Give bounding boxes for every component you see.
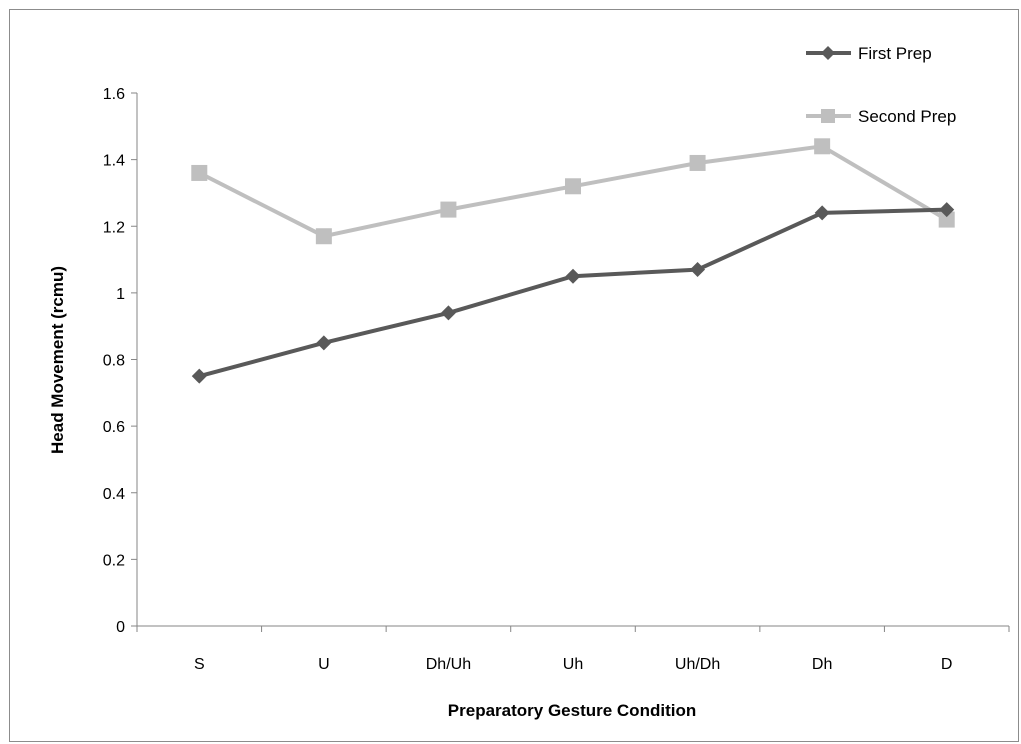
data-point-diamond — [316, 335, 332, 351]
x-tick-label: Uh/Dh — [675, 656, 720, 673]
legend-marker-diamond — [821, 46, 835, 60]
data-point-square — [315, 228, 332, 245]
legend-label: First Prep — [858, 44, 932, 63]
series-first-prep — [191, 202, 955, 384]
y-tick-label: 0.6 — [103, 419, 125, 436]
y-tick-label: 0.8 — [103, 353, 125, 370]
data-point-diamond — [690, 262, 706, 278]
x-tick-label: U — [318, 656, 330, 673]
y-tick-label: 0.4 — [103, 486, 125, 503]
x-tick-label: Uh — [563, 656, 583, 673]
data-point-diamond — [939, 202, 955, 218]
series-line — [198, 207, 947, 379]
series-second-prep — [191, 138, 955, 245]
data-point-square — [440, 201, 457, 218]
legend-label: Second Prep — [858, 107, 956, 126]
data-point-square — [814, 138, 831, 155]
legend-item: First Prep — [806, 44, 932, 63]
y-tick-label: 1.6 — [103, 86, 125, 103]
data-point-square — [689, 154, 706, 171]
y-tick-label: 0.2 — [103, 552, 125, 569]
chart-frame — [9, 9, 1019, 742]
data-point-square — [938, 211, 955, 228]
y-tick-label: 1 — [116, 286, 125, 303]
data-point-square — [191, 164, 208, 181]
data-point-diamond — [565, 268, 581, 284]
y-axis-title: Head Movement (rcmu) — [48, 266, 67, 454]
x-tick-label: D — [941, 656, 953, 673]
legend-marker-square — [821, 109, 835, 123]
data-point-diamond — [814, 205, 830, 221]
x-tick-label: S — [194, 656, 205, 673]
x-tick-label: Dh/Uh — [426, 656, 471, 673]
series-layer — [191, 138, 955, 384]
x-tick-label: Dh — [812, 656, 832, 673]
data-point-diamond — [191, 368, 207, 384]
y-tick-label: 0 — [116, 619, 125, 636]
y-tick-label: 1.2 — [103, 219, 125, 236]
legend: First Prep Second Prep — [806, 44, 956, 126]
data-point-diamond — [440, 305, 456, 321]
x-axis-title: Preparatory Gesture Condition — [448, 701, 696, 720]
axes: 0 0.2 0.4 0.6 0.8 1 1.2 1.4 1.6 S U Dh/Uh Uh Uh/Dh Dh D — [103, 86, 1010, 673]
legend-item: Second Prep — [806, 107, 956, 126]
y-tick-label: 1.4 — [103, 153, 125, 170]
data-point-square — [565, 178, 581, 195]
